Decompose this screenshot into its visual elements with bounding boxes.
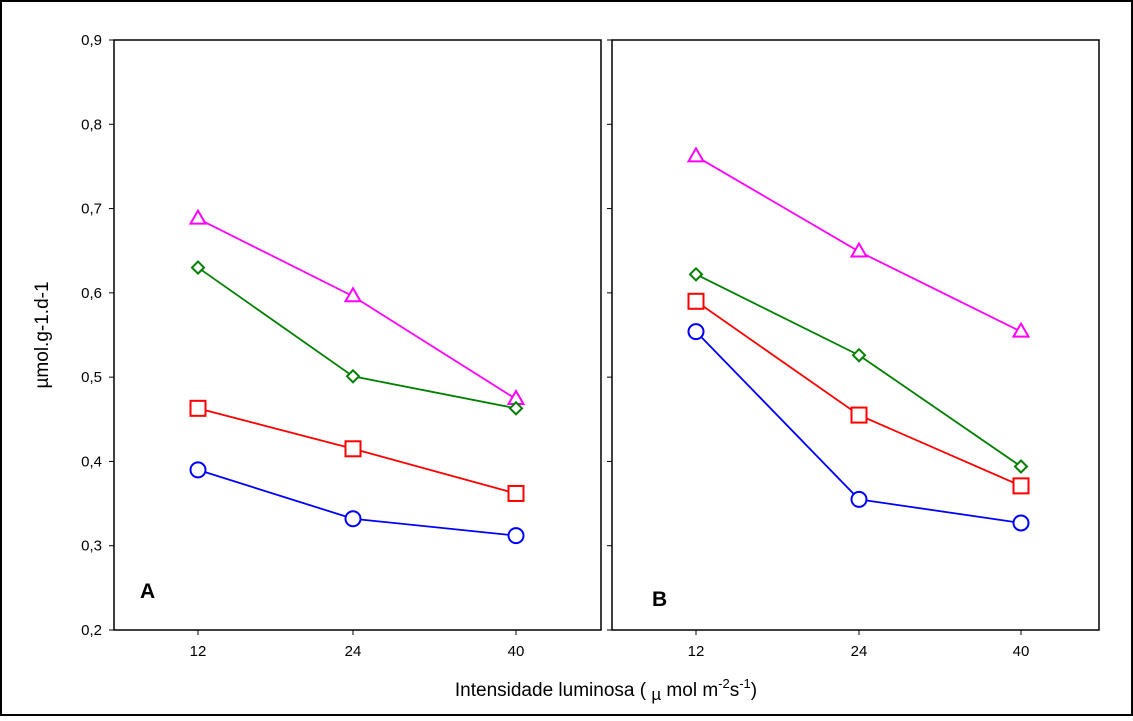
panel-b-letter: B [652,588,667,611]
ytick-label: 0,2 [81,622,102,639]
data-point-triangle [1011,321,1031,338]
xtick-label: 40 [1013,643,1030,660]
data-point-circle [189,461,207,479]
data-point-triangle [343,286,363,303]
data-point-diamond [345,368,361,384]
ytick-label: 0,8 [81,116,102,133]
x-axis-title-close: ) [751,680,757,701]
data-point-diamond [190,260,206,275]
ytick-label: 0,5 [81,369,102,386]
data-point-square [687,292,705,310]
series-line [695,273,1022,468]
series-group [686,146,1031,338]
x-axis-title: Intensidade luminosa ( µ mol m-2s-1) [455,676,757,704]
x-axis-title-mu: µ [651,685,661,704]
series-layer [188,146,1031,545]
xtick-label: 40 [508,643,525,660]
data-point-diamond [851,347,867,363]
data-point-diamond [688,266,704,282]
series-line [197,217,517,400]
data-point-circle [507,527,525,545]
data-point-circle [850,490,868,508]
data-point-triangle [686,146,706,163]
data-point-circle [687,323,705,341]
x-axis-title-s: s [730,680,740,701]
data-point-diamond [508,400,524,416]
series-group [687,323,1030,532]
data-point-circle [344,510,362,528]
ytick-label: 0,4 [81,453,102,470]
series-group [189,399,525,502]
data-point-square [189,399,207,417]
series-group [687,292,1030,495]
data-point-circle [1012,514,1030,532]
series-group [190,260,524,416]
data-point-triangle [849,241,869,258]
ytick-label: 0,9 [81,32,102,49]
series-line [197,266,517,410]
data-point-square [850,406,868,424]
data-point-triangle [188,208,208,225]
data-point-square [507,484,525,502]
panel-b-frame [611,39,1100,631]
xtick-label: 12 [190,643,207,660]
series-line [695,300,1022,487]
x-tick-labels: 12 24 40 12 24 40 [190,643,1030,660]
y-tick-labels: 0,2 0,3 0,4 0,5 0,6 0,7 0,8 0,9 [81,32,102,639]
data-point-square [344,440,362,458]
ytick-label: 0,6 [81,285,102,302]
x-axis-title-prefix: Intensidade luminosa ( [455,680,651,701]
xtick-label: 12 [688,643,705,660]
xtick-label: 24 [345,643,362,660]
series-group [688,266,1029,474]
axis-ticks [109,39,1022,635]
y-axis-title: µmol.g-1.d-1 [32,281,53,388]
ytick-label: 0,3 [81,538,102,555]
xtick-label: 24 [851,643,868,660]
series-group [188,208,526,406]
ytick-label: 0,7 [81,201,102,218]
panel-a-letter: A [140,580,155,603]
data-point-diamond [1013,459,1029,474]
x-axis-title-sup1: -2 [718,676,730,691]
panel-a-frame [113,39,602,631]
x-axis-title-sup2: -1 [739,676,751,691]
series-group [189,461,525,545]
data-point-square [1012,477,1030,495]
x-axis-title-unit: mol m [661,680,718,701]
